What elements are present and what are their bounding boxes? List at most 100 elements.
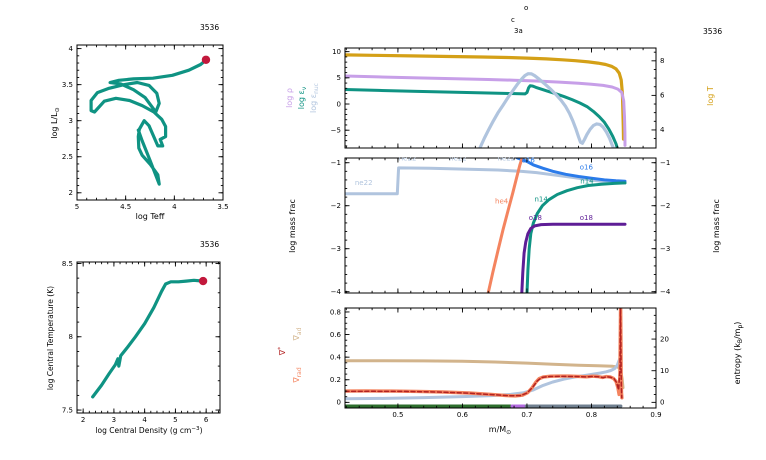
entropy-ylabel: entropy (kB/mp)	[733, 322, 744, 385]
hr-diagram-panel: 5 4.5 4 3.5 2 2.5 3 3.5 4	[62, 44, 229, 211]
curve-label-ne22: ne22	[399, 155, 417, 163]
label: 3.5	[62, 81, 73, 89]
curve-label-ne22: ne22	[355, 179, 373, 187]
label: 0.4	[330, 353, 342, 361]
tc-xlabel: log Central Density (g cm−3)	[95, 426, 202, 435]
label: 6	[204, 416, 209, 424]
o18	[520, 222, 627, 294]
profile-abundances-frame	[344, 157, 657, 294]
model-number-tc: 3536	[200, 240, 220, 249]
profile-top-frame	[344, 47, 657, 149]
label: 2	[69, 189, 73, 197]
label: 3	[112, 416, 116, 424]
hr-track	[89, 58, 208, 186]
grad-star	[344, 307, 623, 399]
label: 8	[69, 333, 73, 341]
model-number-profiles: 3536	[703, 27, 723, 36]
label: 2	[81, 416, 85, 424]
profiles-xlabel: m/M⊙	[489, 425, 511, 436]
tc-rho-frame	[76, 261, 221, 414]
hr-xlabel: log Teff	[136, 212, 165, 221]
label: 0	[337, 399, 341, 407]
hr-current-model-dot	[201, 55, 211, 64]
label: −2	[660, 202, 670, 210]
log-T	[344, 53, 626, 141]
grad-ad	[344, 359, 625, 390]
grad-ad-label: ∇ad	[292, 327, 303, 341]
label: −5	[331, 126, 341, 134]
label: 0.8	[330, 308, 341, 316]
he4	[486, 157, 524, 294]
profile-top-panel: 10 5 0 −5 8 6 4	[331, 47, 665, 149]
profile-abundances-panel: −1 −1 −2 −2 −3 −3 −4 −4 ne22 ne22 ne22 ne22 he4 o16 o1…	[331, 155, 671, 296]
model-number-hr: 3536	[200, 23, 220, 32]
profile-ylabel-logT: log T	[706, 86, 715, 106]
label: 8.5	[62, 260, 73, 268]
tc-rho-panel: 2 3 4 5 6 7.5 8 8.5	[62, 260, 221, 424]
label: 0	[337, 100, 341, 108]
label: −4	[660, 288, 671, 296]
label: 0.2	[330, 376, 341, 384]
label: −1	[660, 159, 670, 167]
label: 4	[142, 416, 147, 424]
grad-star-label: ∇*	[277, 347, 287, 356]
profile-ylabel-logepsnuc: log εnuc	[309, 83, 320, 113]
n14	[525, 181, 627, 294]
label: −3	[331, 245, 341, 253]
o16	[515, 157, 627, 183]
label: −4	[331, 288, 342, 296]
label: 3.5	[217, 203, 228, 211]
profile-abundances-curve-labels: ne22 ne22 ne22 ne22 he4 o16 o16 n14 n14 o18 o18	[355, 155, 594, 222]
label: 10	[660, 367, 669, 375]
curve-label-o16: o16	[522, 156, 536, 164]
label: 8	[660, 57, 664, 65]
profile-gradients-frame	[344, 307, 657, 409]
hr-ylabel: log L/L⊙	[50, 107, 61, 138]
grad-rad-label: ∇rad	[292, 367, 303, 384]
label: 7.5	[62, 406, 73, 414]
burn-label-3a: 3a	[514, 27, 523, 35]
log-rho	[344, 74, 627, 147]
label: 4	[660, 126, 665, 134]
mid-ylabel-left: log mass frac	[288, 199, 297, 253]
label: 20	[660, 335, 669, 343]
label: 4	[69, 45, 74, 53]
curve-label-n14: n14	[534, 195, 548, 203]
log-eps-nuc	[478, 72, 615, 149]
curve-label-n14: n14	[580, 177, 594, 185]
label: 4.5	[120, 203, 131, 211]
label: 0.6	[330, 331, 342, 339]
profile-ylabel-logepsnu: log εν	[297, 86, 308, 109]
label: 4	[172, 203, 177, 211]
label: 3	[69, 117, 73, 125]
curve-label-o16: o16	[580, 164, 594, 172]
grad-rad	[344, 307, 624, 400]
log-eps-nu	[344, 84, 619, 149]
mid-ylabel-right: log mass frac	[712, 199, 721, 253]
label: 2.5	[62, 153, 73, 161]
label: 0.7	[521, 411, 532, 419]
curve-label-ne22: ne22	[497, 155, 515, 163]
burn-label-c: c	[511, 16, 515, 24]
label: −1	[331, 159, 341, 167]
ne22	[344, 166, 627, 196]
burn-label-o: o	[524, 4, 529, 12]
tc-ylabel: log Central Temperature (K)	[46, 286, 55, 390]
label: 5	[173, 416, 177, 424]
profile-ylabel-logrho: log ρ	[285, 88, 294, 108]
label: 0.6	[457, 411, 469, 419]
label: 0.5	[392, 411, 403, 419]
curve-label-o18: o18	[580, 214, 593, 222]
tc-current-model-dot	[198, 276, 208, 286]
label: 5	[337, 74, 341, 82]
curve-label-he4: he4	[495, 198, 509, 206]
label: 0.8	[586, 411, 597, 419]
entropy	[344, 353, 623, 401]
label: −3	[660, 245, 670, 253]
tc-rho-track	[91, 278, 205, 399]
label: −2	[331, 202, 341, 210]
label: 5	[75, 203, 79, 211]
label: 10	[332, 48, 341, 56]
